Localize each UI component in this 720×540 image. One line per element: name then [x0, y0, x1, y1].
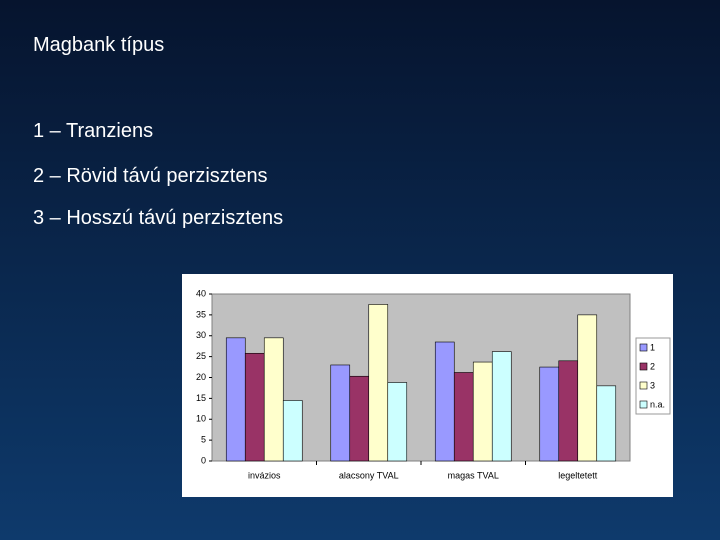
bar	[349, 375, 370, 462]
bar	[263, 337, 284, 462]
bar	[282, 400, 303, 462]
legend-swatch	[639, 400, 648, 409]
bar	[491, 351, 512, 462]
y-tick-label: 10	[196, 414, 206, 424]
x-tick-label: legeltetett	[558, 470, 598, 480]
bar	[244, 352, 265, 462]
list-item: 2 – Rövid távú perzisztens	[33, 165, 268, 187]
y-tick-label: 5	[201, 435, 206, 445]
bar	[577, 314, 598, 462]
bar	[472, 361, 493, 462]
list-item: 3 – Hosszú távú perzisztens	[33, 207, 284, 229]
bar	[539, 366, 560, 462]
legend-label: 1	[650, 342, 655, 352]
y-tick-label: 15	[196, 393, 206, 403]
legend-swatch	[639, 362, 648, 371]
y-tick-label: 30	[196, 330, 206, 340]
legend-label: 2	[650, 361, 655, 371]
slide-title: Magbank típus	[33, 34, 165, 56]
list-item: 1 – Tranziens	[33, 120, 154, 142]
y-tick-label: 40	[196, 288, 206, 298]
legend-swatch	[639, 381, 648, 390]
legend-label: n.a.	[650, 399, 665, 409]
bar	[225, 337, 246, 462]
bar	[434, 341, 455, 462]
x-tick-label: magas TVAL	[448, 470, 499, 480]
bar	[368, 304, 389, 462]
y-tick-label: 0	[201, 455, 206, 465]
bar	[453, 372, 474, 462]
x-tick-label: invázios	[248, 470, 281, 480]
y-tick-label: 25	[196, 351, 206, 361]
bar	[596, 385, 617, 462]
y-tick-label: 35	[196, 309, 206, 319]
x-tick-label: alacsony TVAL	[339, 470, 399, 480]
bar	[558, 360, 579, 462]
legend-label: 3	[650, 380, 655, 390]
y-tick-label: 20	[196, 372, 206, 382]
bar	[330, 364, 351, 462]
bar	[387, 382, 408, 462]
legend-swatch	[639, 343, 648, 352]
